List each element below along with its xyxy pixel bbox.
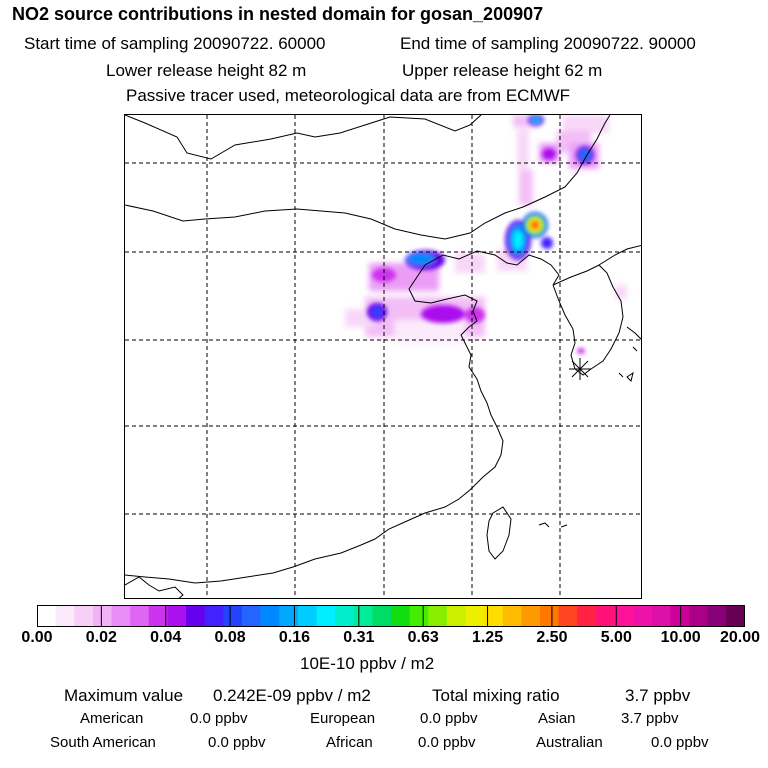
max-value: 0.242E-09 ppbv / m2 <box>213 686 371 705</box>
colorbar-cell <box>279 605 299 627</box>
colorbar-cell <box>241 605 262 627</box>
colorbar-tick-label: 5.00 <box>600 629 632 646</box>
colorbar-cell <box>111 605 131 627</box>
colorbar-cell <box>614 605 634 627</box>
tracer-note: Passive tracer used, meteorological data… <box>126 86 571 105</box>
colorbar-tick-label: 0.04 <box>150 629 182 646</box>
map-svg <box>125 115 641 598</box>
region-european-label: European <box>310 710 376 727</box>
colorbar-cell <box>130 605 150 627</box>
colorbar-cell <box>726 605 745 627</box>
colorbar-labels: 0.00 0.02 0.04 0.08 0.16 0.31 0.63 1.25 2.50 5.00… <box>0 629 768 649</box>
colorbar-cell <box>633 605 653 627</box>
colorbar-cell <box>484 605 504 627</box>
plot-title: NO2 source contributions in nested domai… <box>12 4 544 24</box>
start-time: Start time of sampling 20090722. 60000 <box>24 34 326 53</box>
colorbar-cell <box>37 605 57 627</box>
receptor-asterisk-icon <box>569 358 591 380</box>
colorbar-cell <box>335 605 355 627</box>
map-panel <box>124 114 642 599</box>
region-european-value: 0.0 ppbv <box>420 710 478 727</box>
colorbar-tick-label: 0.08 <box>214 629 246 646</box>
upper-release-height: Upper release height 62 m <box>402 61 603 80</box>
graticule <box>125 115 641 598</box>
colorbar-cell <box>577 605 597 627</box>
colorbar-cell <box>521 605 541 627</box>
colorbar-cell <box>372 605 392 627</box>
colorbar-tick-label: 0.02 <box>85 629 117 646</box>
colorbar <box>37 605 745 627</box>
colorbar-cell <box>316 605 336 627</box>
colorbar-tick-label: 0.00 <box>21 629 53 646</box>
colorbar-cell <box>558 605 578 627</box>
colorbar-cell <box>204 605 224 627</box>
max-value-label: Maximum value <box>64 686 184 705</box>
colorbar-tick-label: 2.50 <box>536 629 568 646</box>
colorbar-cell <box>540 605 560 627</box>
colorbar-tick-label: 0.63 <box>407 629 439 646</box>
colorbar-cell <box>707 605 727 627</box>
colorbar-cell <box>167 605 187 627</box>
colorbar-cell <box>353 605 373 627</box>
colorbar-cell <box>92 605 113 627</box>
colorbar-cell <box>670 605 690 627</box>
region-australian-label: Australian <box>536 734 603 751</box>
colorbar-tick-label: 20.00 <box>719 629 761 646</box>
colorbar-cell <box>74 605 94 627</box>
colorbar-cell <box>223 605 243 627</box>
lower-release-height: Lower release height 82 m <box>106 61 307 80</box>
region-african-value: 0.0 ppbv <box>418 734 476 751</box>
colorbar-cell <box>55 605 75 627</box>
concentration-field <box>345 115 627 354</box>
colorbar-cell <box>502 605 523 627</box>
region-asian-value: 3.7 ppbv <box>621 710 679 727</box>
colorbar-tick-label: 10.00 <box>660 629 701 646</box>
total-mixing-value: 3.7 ppbv <box>625 686 691 705</box>
colorbar-tick-label: 1.25 <box>471 629 504 646</box>
colorbar-cell <box>297 605 318 627</box>
colorbar-cell <box>428 605 448 627</box>
region-asian-label: Asian <box>538 710 576 727</box>
colorbar-unit: 10E-10 ppbv / m2 <box>300 654 435 673</box>
colorbar-cell <box>446 605 467 627</box>
region-american-value: 0.0 ppbv <box>190 710 248 727</box>
region-south-american-value: 0.0 ppbv <box>208 734 266 751</box>
colorbar-cell <box>465 605 485 627</box>
colorbar-frame <box>37 605 745 627</box>
colorbar-cell <box>260 605 280 627</box>
end-time: End time of sampling 20090722. 90000 <box>400 34 696 53</box>
colorbar-cell <box>391 605 411 627</box>
region-american-label: American <box>80 710 144 727</box>
region-african-label: African <box>326 734 373 751</box>
region-australian-value: 0.0 ppbv <box>651 734 709 751</box>
colorbar-cell <box>595 605 616 627</box>
colorbar-cell <box>689 605 709 627</box>
colorbar-cell <box>148 605 169 627</box>
region-south-american-label: South American <box>50 734 156 751</box>
colorbar-tick-label: 0.31 <box>343 629 375 646</box>
total-mixing-label: Total mixing ratio <box>432 686 560 705</box>
colorbar-cell <box>651 605 672 627</box>
colorbar-tick-label: 0.16 <box>278 629 311 646</box>
colorbar-cell <box>186 605 206 627</box>
colorbar-cell <box>409 605 429 627</box>
